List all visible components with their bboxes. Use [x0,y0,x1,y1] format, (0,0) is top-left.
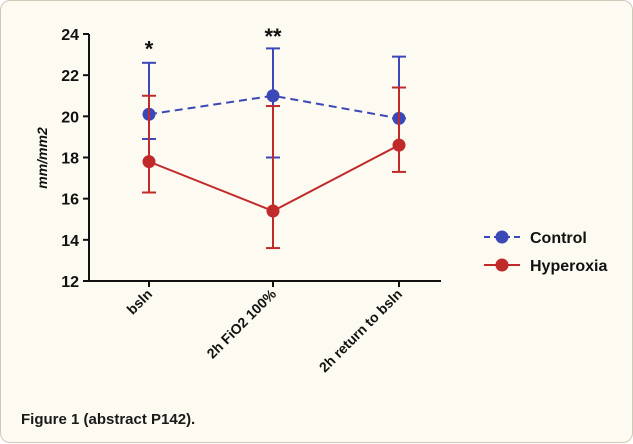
data-point [142,155,156,169]
figure-caption: Figure 1 (abstract P142). [21,411,196,428]
x-tick-label: bsln [123,286,155,318]
y-axis-label: mm/mm2 [34,127,50,189]
chart-legend: Control Hyperoxia [484,230,607,275]
y-tick-label: 22 [61,68,79,85]
y-tick-label: 14 [61,233,79,250]
y-tick-label: 20 [61,109,79,126]
y-tick-label: 12 [61,274,79,291]
y-tick-label: 16 [61,192,79,209]
x-tick-label: 2h FiO2 100% [203,285,279,361]
legend-label: Control [530,230,587,247]
x-tick-label: 2h return to bsln [316,286,405,375]
significance-annotation: ** [264,24,282,49]
legend-marker [495,230,509,244]
legend-marker [495,258,509,272]
significance-annotation: * [145,36,154,61]
data-point [266,204,280,218]
series-line [148,94,400,120]
y-tick-label: 18 [61,151,79,168]
data-point [266,89,280,103]
chart-series [142,47,406,250]
chart-axes: 12 14 16 18 20 22 24 mm/mm2 bsln 2h FiO2 100% 2h r… [34,24,441,375]
y-tick-label: 24 [61,27,79,44]
series-hyperoxia [142,86,406,250]
data-point [392,138,406,152]
legend-label: Hyperoxia [530,258,607,275]
